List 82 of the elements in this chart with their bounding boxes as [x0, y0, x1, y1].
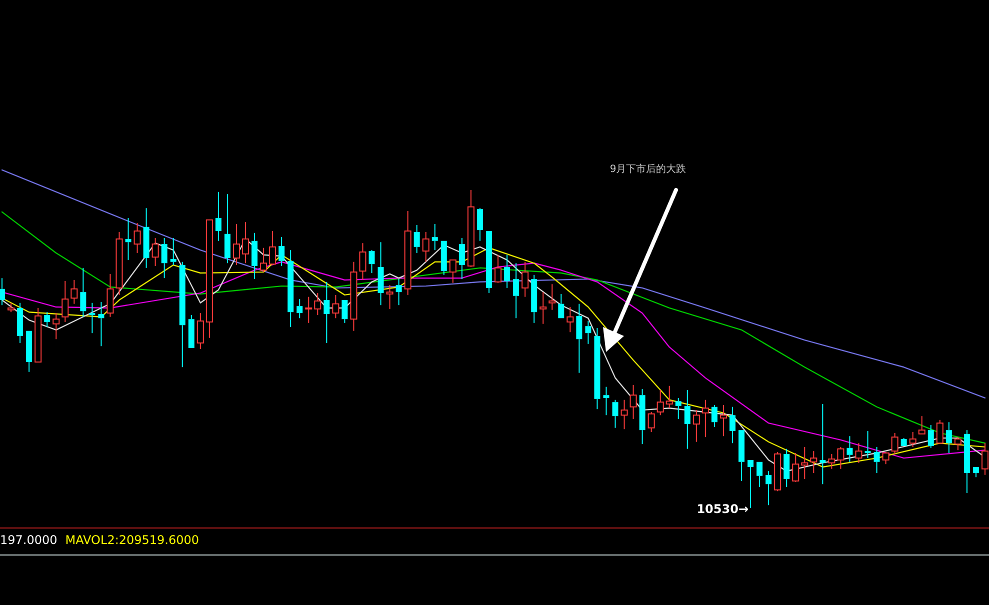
candlestick — [404, 210, 412, 296]
candlestick — [828, 453, 836, 470]
candlestick — [44, 312, 50, 328]
candlestick — [946, 422, 952, 454]
candlestick — [864, 430, 871, 459]
candlestick — [215, 191, 222, 242]
candlestick — [585, 320, 592, 344]
candlestick — [17, 302, 24, 344]
candlestick — [52, 312, 60, 340]
candlestick — [964, 430, 970, 494]
candlestick — [378, 242, 384, 306]
candlestick — [909, 432, 916, 448]
candlestick — [179, 261, 186, 368]
candlestick — [350, 261, 358, 332]
candlestick — [531, 274, 538, 324]
candlestick — [359, 242, 366, 280]
candlestick — [232, 224, 240, 266]
candlestick — [332, 294, 340, 319]
candlestick — [224, 194, 230, 264]
candlestick — [152, 238, 159, 266]
candlestick — [702, 399, 709, 438]
candlestick — [928, 424, 934, 448]
candlestick — [125, 217, 132, 260]
text: MAVOL2:209519.6000 — [65, 533, 200, 547]
candlestick — [594, 328, 600, 410]
candlestick — [432, 224, 438, 251]
candlestick — [874, 446, 880, 474]
candlestick — [89, 302, 96, 334]
candlestick — [80, 267, 86, 318]
candlestick — [692, 410, 700, 442]
candlestick — [458, 238, 465, 280]
candlestick — [513, 262, 520, 319]
candlestick — [314, 292, 322, 316]
candlestick — [134, 222, 141, 254]
candlestick — [62, 280, 69, 322]
candlestick — [0, 278, 5, 306]
candlestick — [522, 261, 529, 298]
candlestick — [810, 450, 818, 474]
candlestick — [630, 384, 637, 420]
candlestick — [386, 284, 394, 310]
candlestick — [846, 436, 853, 462]
candlestick — [161, 238, 168, 279]
candlestick — [548, 284, 556, 310]
candlestick — [729, 406, 736, 444]
candlestick — [620, 399, 628, 430]
candlestick — [288, 250, 294, 328]
candlestick — [196, 312, 204, 350]
candlestick — [106, 273, 114, 318]
candlestick — [855, 442, 862, 464]
text: 9月下市后的大跌 — [610, 163, 686, 175]
candlestick — [639, 388, 646, 445]
candlestick — [414, 224, 420, 254]
candlestick — [720, 404, 727, 437]
candlestick — [252, 232, 258, 280]
candlestick — [242, 222, 249, 264]
candlestick — [305, 296, 312, 324]
candlestick — [684, 390, 690, 450]
candlestick — [368, 250, 375, 274]
candlestick — [143, 208, 150, 268]
candlestick — [675, 397, 682, 420]
candlestick — [324, 281, 330, 344]
candlestick — [566, 306, 574, 333]
candlestick — [170, 238, 176, 266]
text: 197.0000 — [0, 533, 58, 547]
candlestick — [603, 386, 610, 416]
candlestick — [98, 301, 104, 347]
annotation: 10530→ — [696, 502, 749, 516]
candlestick — [576, 303, 582, 374]
candlestick — [711, 404, 718, 428]
candlestick — [504, 254, 510, 288]
candlestick — [70, 279, 78, 304]
candlestick — [784, 448, 790, 488]
candlestick — [396, 278, 402, 306]
candlestick — [296, 298, 303, 319]
candlestick — [766, 470, 772, 506]
candlestick — [820, 404, 826, 485]
candlestick — [801, 446, 808, 480]
candlestick — [422, 231, 430, 262]
candlestick — [278, 236, 285, 266]
candlestick — [476, 208, 483, 242]
candlestick — [540, 292, 547, 324]
candlestick — [116, 231, 123, 296]
